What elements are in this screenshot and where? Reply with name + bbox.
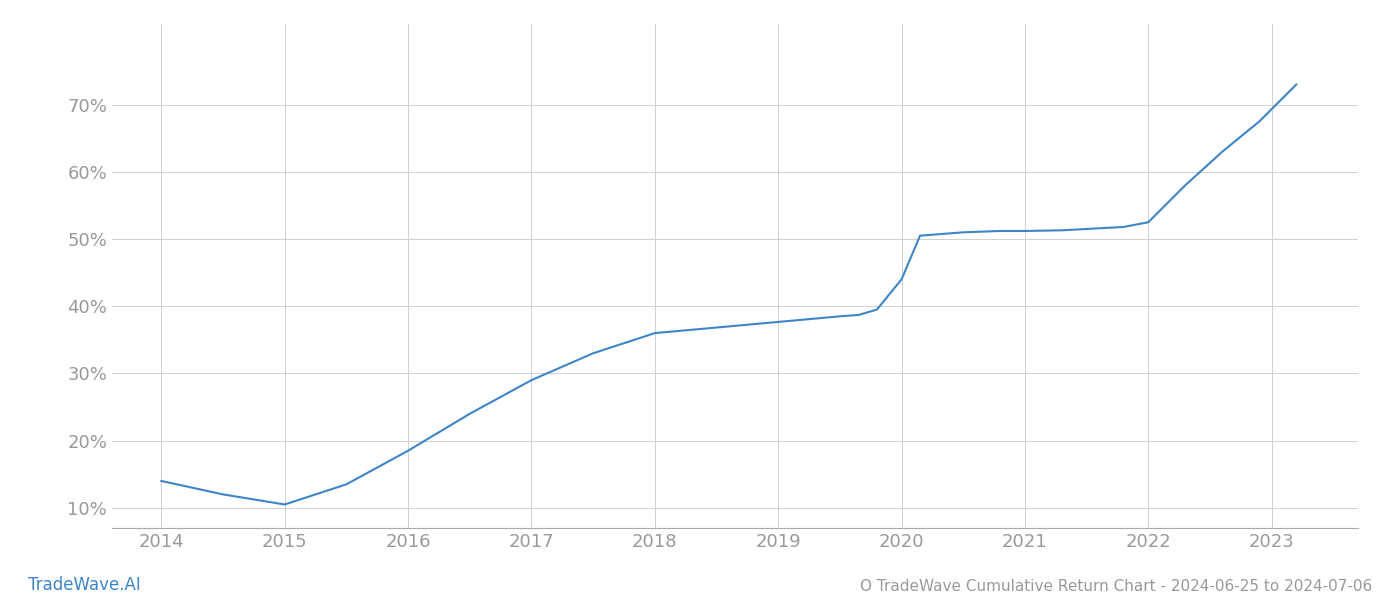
Text: TradeWave.AI: TradeWave.AI: [28, 576, 141, 594]
Text: O TradeWave Cumulative Return Chart - 2024-06-25 to 2024-07-06: O TradeWave Cumulative Return Chart - 20…: [860, 579, 1372, 594]
